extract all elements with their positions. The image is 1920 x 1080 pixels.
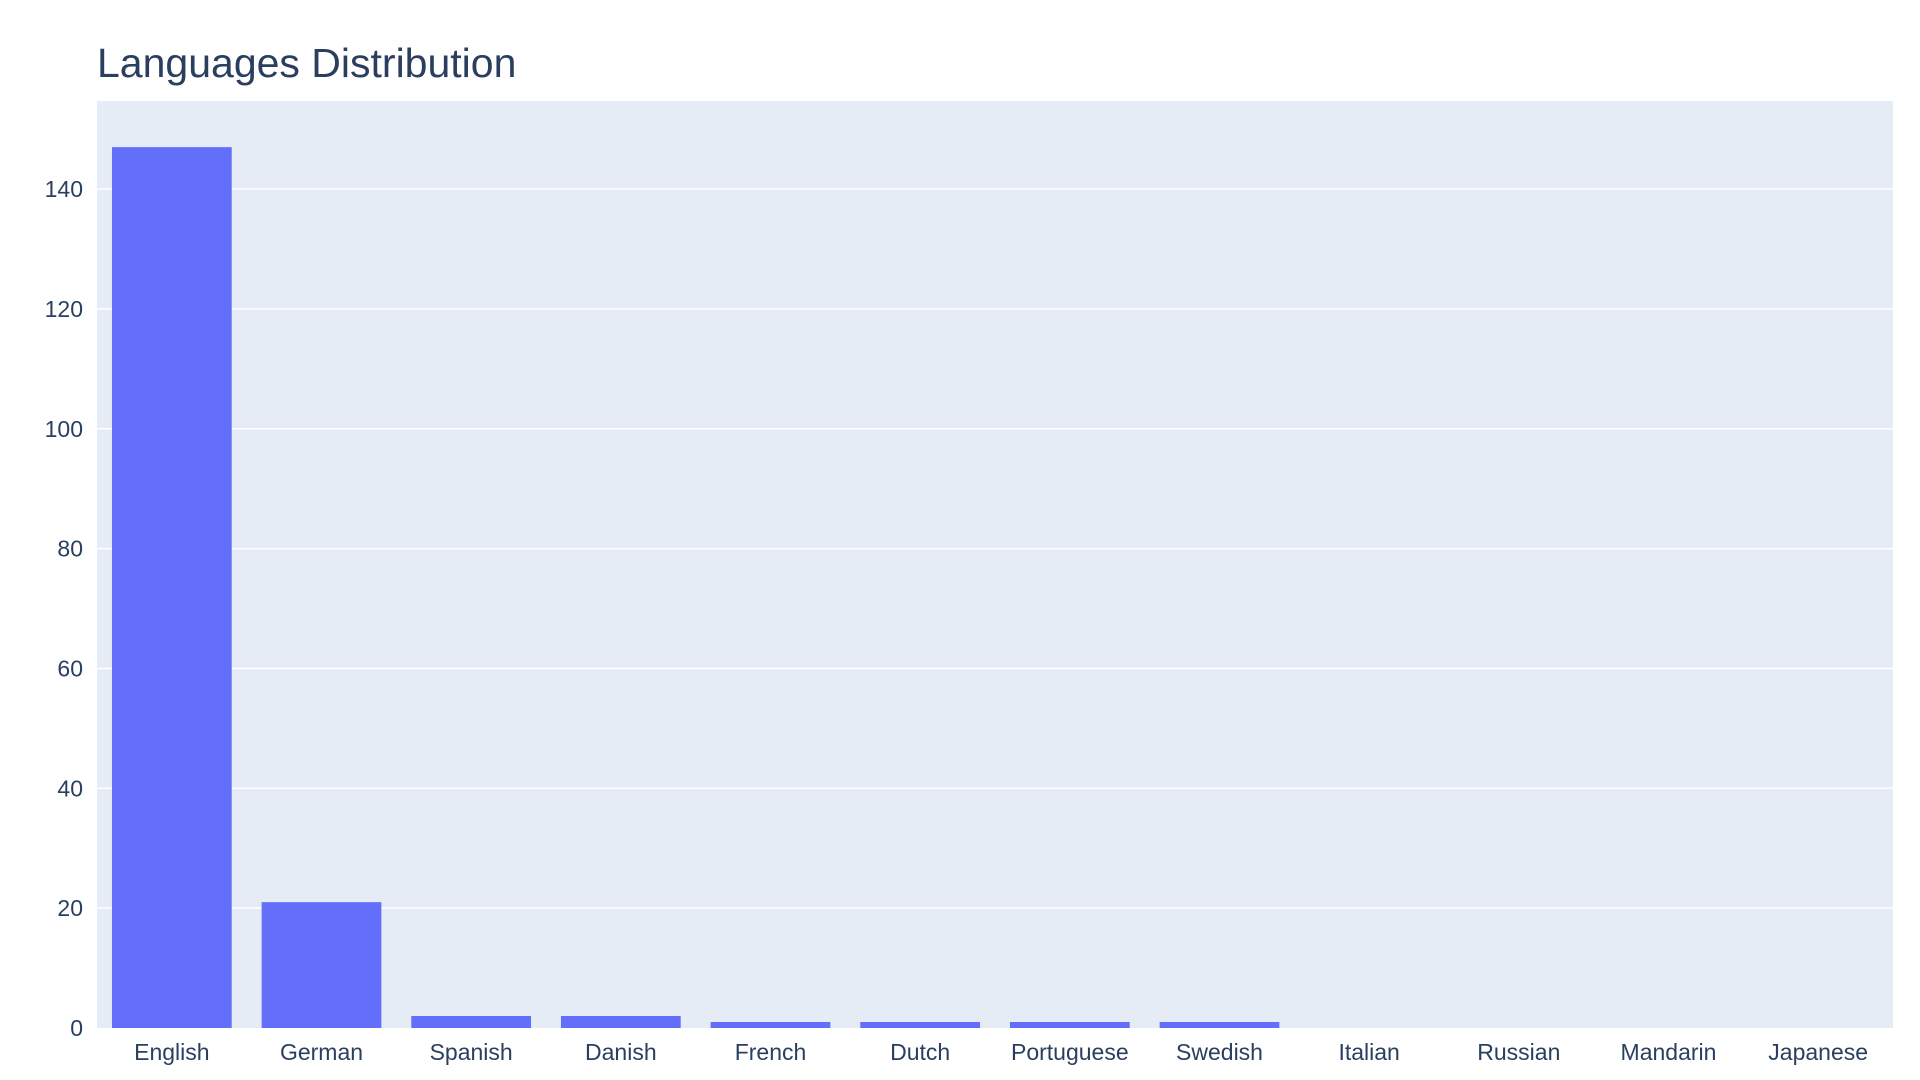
x-tick-label-french: French [735,1039,807,1065]
y-tick-label: 20 [57,895,83,921]
bar-german [261,902,382,1028]
y-tick-label: 0 [70,1015,83,1041]
y-tick-label: 100 [45,416,83,442]
y-tick-label: 80 [57,536,83,562]
bar-dutch [860,1022,981,1028]
x-tick-label-mandarin: Mandarin [1621,1039,1717,1065]
y-tick-label: 40 [57,775,83,801]
x-axis-ticks: English German Spanish Danish French Dutch Por… [134,1039,1868,1065]
x-tick-label-swedish: Swedish [1176,1039,1263,1065]
bar-english [111,147,232,1029]
bar-french [710,1022,831,1028]
y-tick-label: 120 [45,296,83,322]
x-tick-label-german: German [280,1039,363,1065]
chart-title: Languages Distribution [97,40,517,86]
y-axis-ticks: 0 20 40 60 80 100 120 140 [45,176,83,1041]
bar-spanish [411,1016,532,1028]
x-tick-label-dutch: Dutch [890,1039,950,1065]
plot-area [97,101,1893,1028]
x-tick-label-italian: Italian [1338,1039,1399,1065]
bar-swedish [1159,1022,1280,1028]
x-tick-label-portuguese: Portuguese [1011,1039,1129,1065]
x-tick-label-japanese: Japanese [1768,1039,1868,1065]
y-tick-label: 60 [57,655,83,681]
bar-danish [560,1016,681,1028]
bars [111,147,1280,1029]
x-tick-label-spanish: Spanish [430,1039,513,1065]
y-tick-label: 140 [45,176,83,202]
grid-lines [97,188,1893,909]
x-tick-label-english: English [134,1039,209,1065]
x-tick-label-russian: Russian [1477,1039,1560,1065]
x-tick-label-danish: Danish [585,1039,657,1065]
bar-portuguese [1009,1022,1130,1028]
